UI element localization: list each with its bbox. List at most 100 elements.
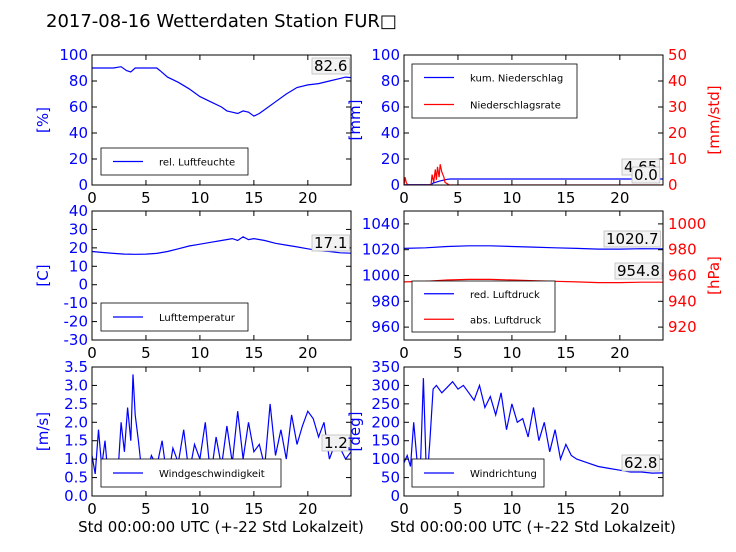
legend: kum. Niederschlag Niederschlagsrate xyxy=(411,63,578,119)
x-tick-label: 10 xyxy=(502,500,521,518)
legend-label: Niederschlagsrate xyxy=(470,101,561,112)
y-tick-label: 100 xyxy=(371,450,400,468)
panel-3: 0 5 10 15 20-30-20-10010203040[C]Lufttempera… xyxy=(34,202,352,362)
y-tick-label: 1000 xyxy=(362,267,400,285)
y2-axis-label: [mm/std] xyxy=(705,85,723,154)
series-line-2-1 xyxy=(404,178,663,185)
y-tick-label: 1.5 xyxy=(64,432,88,450)
y-tick-label: -20 xyxy=(64,313,89,331)
last-value-label: 17.1 xyxy=(314,234,347,252)
y2-axis-label: [hPa] xyxy=(705,256,723,295)
last-value-box xyxy=(321,434,351,452)
plot-frame xyxy=(91,210,352,341)
last-value-box xyxy=(614,262,663,280)
y2-tick-label: 920 xyxy=(668,318,697,336)
series-line-5-1 xyxy=(92,374,351,486)
series-line-1-1 xyxy=(92,66,351,117)
series-line-4-1 xyxy=(404,245,663,250)
y-tick-label: 20 xyxy=(69,150,88,168)
legend: rel. Luftfeuchte xyxy=(100,147,249,176)
x-tick-label: 0 xyxy=(87,500,97,518)
y2-tick-label: 10 xyxy=(668,150,687,168)
y-tick-label: 3.5 xyxy=(64,358,88,376)
panel-5: 0 5 10 15 20 0.00.51.01.52.02.53.03.5 [m/s] Win… xyxy=(34,358,352,518)
legend-label: rel. Luftfeuchte xyxy=(159,158,235,169)
x-tick-label: 10 xyxy=(190,189,209,207)
panel-4: 0 5 10 15 20 960 980 1000 1020 1040 920 940 960 980 10… xyxy=(362,210,723,362)
y-tick-label: 40 xyxy=(69,124,88,142)
x-tick-label: 0 xyxy=(87,189,97,207)
plot-frame xyxy=(403,366,664,497)
y-axis-label: [mm] xyxy=(346,100,364,141)
y2-tick-label: 50 xyxy=(668,46,687,64)
y-axis-label: [C] xyxy=(34,264,52,286)
last-value-box xyxy=(311,57,350,75)
y-tick-label: 50 xyxy=(381,469,400,487)
x-tick-label: 20 xyxy=(610,189,629,207)
last-value-box xyxy=(603,230,661,248)
x-axis-label-right: Std 00:00:00 UTC (+-22 Std Lokalzeit) xyxy=(390,518,676,536)
last-value-box xyxy=(631,166,661,184)
y-tick-label: 30 xyxy=(69,220,88,238)
last-value-label: 62.8 xyxy=(624,454,657,472)
y-tick-label: -30 xyxy=(64,331,89,349)
legend-box xyxy=(411,63,578,119)
x-tick-label: 0 xyxy=(399,189,409,207)
x-tick-label: 15 xyxy=(244,344,263,362)
x-tick-label: 15 xyxy=(556,189,575,207)
y-tick-label: 300 xyxy=(371,376,400,394)
legend: Windrichtung xyxy=(411,458,545,488)
y-tick-label: 60 xyxy=(69,98,88,116)
panel-2: 0 5 10 15 20 0 20 40 60 80 100 0 10 20 30 40 50 [mm] [mm/s… xyxy=(346,46,723,207)
y-tick-label: 250 xyxy=(371,395,400,413)
panel-1: 0 5 10 15 20 0 20 40 60 80 100 [%] rel. Luftfeuchte 8… xyxy=(34,46,352,207)
legend: Windgeschwindigkeit xyxy=(100,458,282,488)
x-tick-label: 15 xyxy=(244,500,263,518)
y2-tick-label: 980 xyxy=(668,241,697,259)
plot-frame xyxy=(403,54,664,186)
x-tick-label: 15 xyxy=(244,189,263,207)
y-tick-label: 1040 xyxy=(362,215,400,233)
y-axis-label: [deg] xyxy=(346,412,364,452)
y2-tick-label: 40 xyxy=(668,72,687,90)
y-tick-label: 80 xyxy=(381,72,400,90)
figure-title: 2017-08-16 Wetterdaten Station FUR□ xyxy=(46,11,397,32)
y-tick-label: 100 xyxy=(371,46,400,64)
x-tick-label: 10 xyxy=(190,344,209,362)
y-tick-label: 0 xyxy=(78,276,88,294)
x-tick-label: 5 xyxy=(141,500,151,518)
last-value-label: 1020.7 xyxy=(606,230,659,248)
x-tick-label: 0 xyxy=(87,344,97,362)
y-tick-label: 60 xyxy=(381,98,400,116)
x-tick-label: 20 xyxy=(298,500,317,518)
y-tick-label: 0.0 xyxy=(64,487,88,505)
y-tick-label: 80 xyxy=(69,72,88,90)
y2-tick-label: 960 xyxy=(668,267,697,285)
last-value-box xyxy=(311,234,350,252)
x-tick-label: 10 xyxy=(502,344,521,362)
last-value-box xyxy=(621,454,660,472)
y-tick-label: 40 xyxy=(69,202,88,220)
x-axis-label-left: Std 00:00:00 UTC (+-22 Std Lokalzeit) xyxy=(78,518,364,536)
y-tick-label: 20 xyxy=(381,150,400,168)
x-tick-label: 20 xyxy=(298,344,317,362)
x-tick-label: 5 xyxy=(141,344,151,362)
x-tick-label: 15 xyxy=(556,344,575,362)
x-tick-label: 20 xyxy=(610,500,629,518)
y-tick-label: 20 xyxy=(69,239,88,257)
y-tick-label: 350 xyxy=(371,358,400,376)
x-tick-label: 0 xyxy=(399,500,409,518)
series-line-2-2 xyxy=(404,164,663,185)
y-tick-label: 1.0 xyxy=(64,450,88,468)
legend: Lufttemperatur xyxy=(100,302,249,332)
y2-tick-label: 20 xyxy=(668,124,687,142)
y-tick-label: -10 xyxy=(64,294,89,312)
panel-6: 0 5 10 15 20050100150200250300350[deg]Windri… xyxy=(346,358,664,518)
y-tick-label: 2.0 xyxy=(64,413,88,431)
last-value-label: 82.6 xyxy=(314,57,347,75)
y-tick-label: 0 xyxy=(390,487,400,505)
legend-label: Windgeschwindigkeit xyxy=(159,469,265,480)
x-tick-label: 5 xyxy=(453,189,463,207)
x-tick-label: 5 xyxy=(453,500,463,518)
